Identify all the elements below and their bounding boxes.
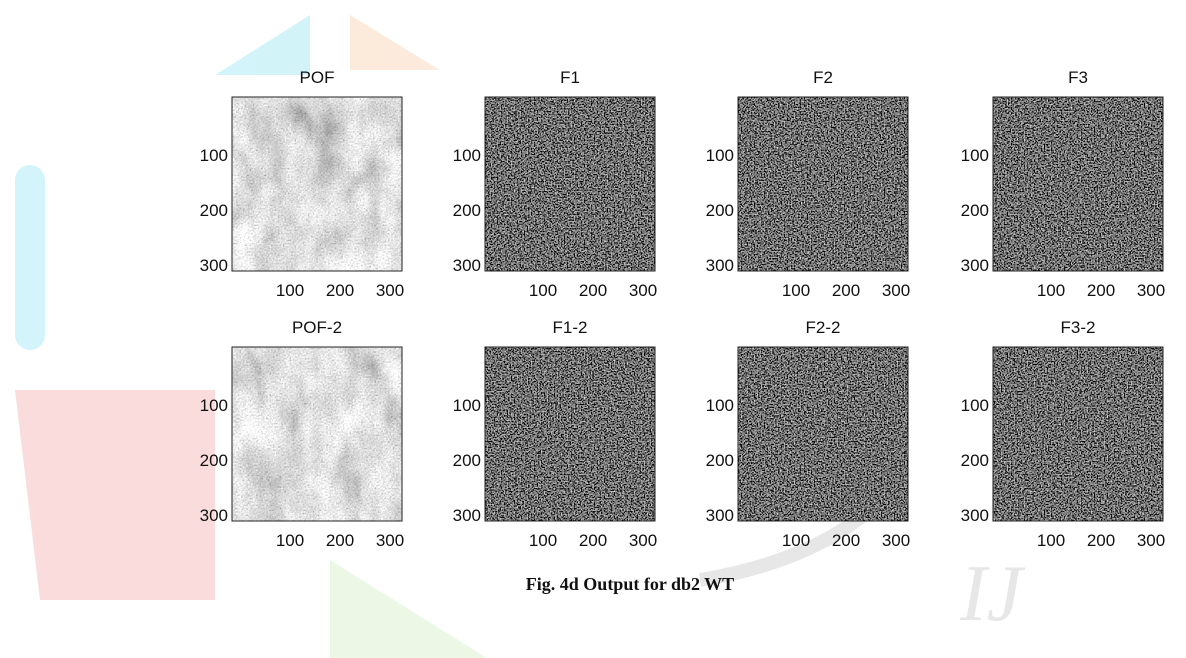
image <box>738 97 908 271</box>
y-tick-label: 200 <box>453 451 481 470</box>
panel-title: POF-2 <box>292 318 342 337</box>
image <box>993 97 1163 271</box>
y-tick-label: 100 <box>961 146 989 165</box>
panel-title: F1-2 <box>553 318 588 337</box>
x-tick-label: 300 <box>376 531 404 550</box>
x-tick-label: 100 <box>276 531 304 550</box>
x-tick-label: 200 <box>832 281 860 300</box>
image <box>232 97 402 271</box>
panels: POF 100 200 300 100 200 300 F1 100 200 300 100 200 30… <box>200 68 1166 550</box>
x-tick-label: 300 <box>629 531 657 550</box>
y-tick-label: 100 <box>706 396 734 415</box>
image <box>485 347 655 521</box>
y-tick-label: 300 <box>961 506 989 525</box>
figure-page: IJ POF 100 200 300 100 200 300 F1 100 200 300 100 20… <box>0 0 1186 658</box>
y-tick-label: 200 <box>706 201 734 220</box>
panel-title: F1 <box>560 68 580 87</box>
y-tick-label: 300 <box>961 256 989 275</box>
y-tick-label: 100 <box>961 396 989 415</box>
panel-title: F2 <box>813 68 833 87</box>
y-tick-label: 200 <box>961 201 989 220</box>
x-tick-label: 300 <box>882 531 910 550</box>
y-tick-label: 200 <box>200 201 228 220</box>
x-tick-label: 300 <box>376 281 404 300</box>
x-tick-label: 100 <box>529 531 557 550</box>
x-tick-label: 100 <box>782 531 810 550</box>
x-tick-label: 200 <box>579 281 607 300</box>
panel-title: F2-2 <box>806 318 841 337</box>
y-tick-label: 300 <box>453 506 481 525</box>
y-tick-label: 100 <box>453 396 481 415</box>
y-tick-label: 100 <box>453 146 481 165</box>
y-tick-label: 200 <box>200 451 228 470</box>
x-tick-label: 200 <box>1087 531 1115 550</box>
x-tick-label: 300 <box>629 281 657 300</box>
x-tick-label: 100 <box>782 281 810 300</box>
y-tick-label: 100 <box>200 396 228 415</box>
x-tick-label: 300 <box>882 281 910 300</box>
y-tick-label: 300 <box>706 256 734 275</box>
x-tick-label: 200 <box>832 531 860 550</box>
svg-text:IJ: IJ <box>959 550 1026 638</box>
image <box>738 347 908 521</box>
x-tick-label: 200 <box>326 281 354 300</box>
y-tick-label: 100 <box>706 146 734 165</box>
y-tick-label: 300 <box>200 256 228 275</box>
x-tick-label: 100 <box>1037 281 1065 300</box>
caption: Fig. 4d Output for db2 WT <box>526 574 734 594</box>
panel-title: POF <box>300 68 335 87</box>
y-tick-label: 300 <box>200 506 228 525</box>
x-tick-label: 200 <box>326 531 354 550</box>
panel-title: F3-2 <box>1061 318 1096 337</box>
image <box>485 97 655 271</box>
x-tick-label: 100 <box>1037 531 1065 550</box>
y-tick-label: 200 <box>961 451 989 470</box>
y-tick-label: 200 <box>706 451 734 470</box>
x-tick-label: 100 <box>276 281 304 300</box>
y-tick-label: 300 <box>453 256 481 275</box>
x-tick-label: 200 <box>1087 281 1115 300</box>
y-tick-label: 200 <box>453 201 481 220</box>
y-tick-label: 100 <box>200 146 228 165</box>
y-tick-label: 300 <box>706 506 734 525</box>
panel-title: F3 <box>1068 68 1088 87</box>
image <box>232 347 402 521</box>
image <box>993 347 1163 521</box>
x-tick-label: 300 <box>1137 531 1165 550</box>
x-tick-label: 300 <box>1137 281 1165 300</box>
x-tick-label: 200 <box>579 531 607 550</box>
x-tick-label: 100 <box>529 281 557 300</box>
